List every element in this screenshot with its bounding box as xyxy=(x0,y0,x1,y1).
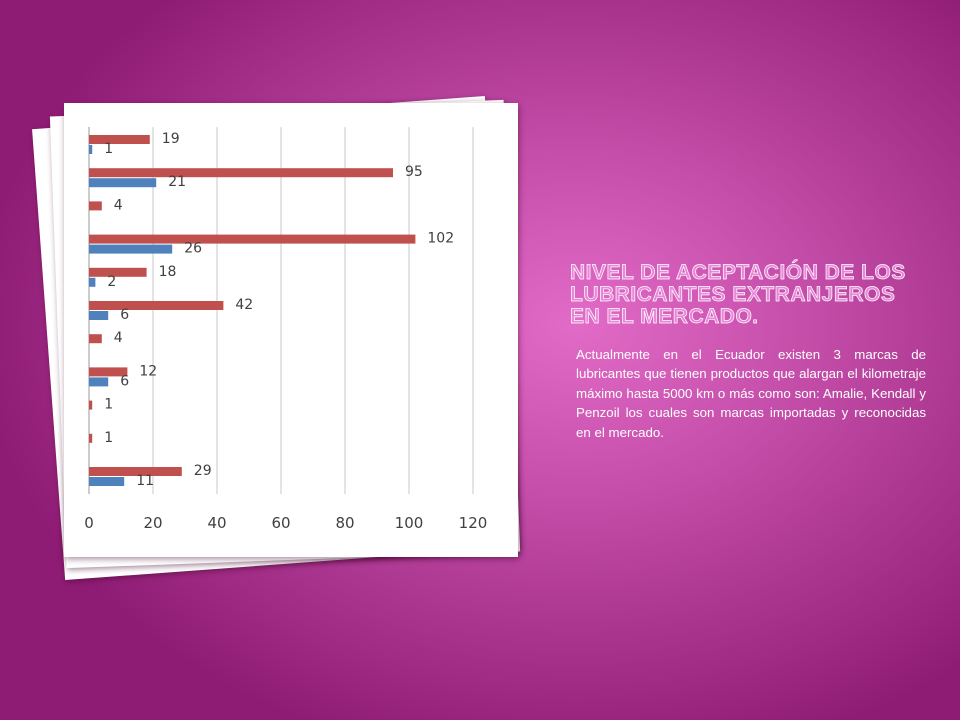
bar-blue xyxy=(89,377,109,387)
bar-red xyxy=(89,400,93,410)
data-label: 4 xyxy=(114,330,123,346)
x-tick-label: 0 xyxy=(84,514,94,532)
bar-red xyxy=(89,267,147,277)
bar-red xyxy=(89,467,182,476)
x-tick-label: 40 xyxy=(207,514,226,532)
data-label: 1 xyxy=(104,430,113,446)
x-tick-label: 60 xyxy=(271,514,290,532)
bar-blue xyxy=(89,311,109,320)
x-tick-label: 20 xyxy=(143,514,162,532)
bar-chart: 0 20 40 60 80 100 1201995410218424121129121262… xyxy=(84,127,488,532)
x-tick-label: 120 xyxy=(459,514,488,532)
bar-red xyxy=(89,301,224,310)
data-label: 4 xyxy=(114,197,123,213)
slide-title: Nivel de aceptación de los lubricantes e… xyxy=(570,261,906,328)
slide-body-text: Actualmente en el Ecuador existen 3 marc… xyxy=(576,347,926,440)
data-label: 6 xyxy=(120,373,129,389)
x-tick-label: 100 xyxy=(395,514,424,532)
data-label: 19 xyxy=(162,131,180,147)
data-label: 102 xyxy=(427,231,454,247)
data-label: 18 xyxy=(159,264,177,280)
x-tick-label: 80 xyxy=(335,514,354,532)
data-label: 42 xyxy=(235,297,253,313)
bar-red xyxy=(89,135,150,144)
bar-blue xyxy=(89,145,93,154)
bar-red xyxy=(89,334,102,344)
bar-blue xyxy=(89,277,96,287)
bar-blue xyxy=(89,178,157,188)
data-label: 26 xyxy=(184,241,202,257)
data-label: 11 xyxy=(136,473,154,489)
bar-red xyxy=(89,367,128,377)
bar-red xyxy=(89,201,102,211)
data-label: 21 xyxy=(168,174,186,190)
data-label: 29 xyxy=(194,463,212,479)
bar-red xyxy=(89,168,393,178)
chart-paper: 0 20 40 60 80 100 120 19 95 4 102 18 42 4 12 1 1 29 1 21 26 2… xyxy=(64,103,518,557)
data-label: 1 xyxy=(104,397,113,413)
bar-blue xyxy=(89,477,125,486)
data-label: 6 xyxy=(120,307,129,323)
data-label: 95 xyxy=(405,164,423,180)
data-label: 1 xyxy=(104,141,113,157)
bar-red xyxy=(89,433,93,443)
bar-blue xyxy=(89,244,173,254)
data-label: 12 xyxy=(139,363,157,379)
bar-red xyxy=(89,234,416,244)
data-label: 2 xyxy=(107,274,116,290)
